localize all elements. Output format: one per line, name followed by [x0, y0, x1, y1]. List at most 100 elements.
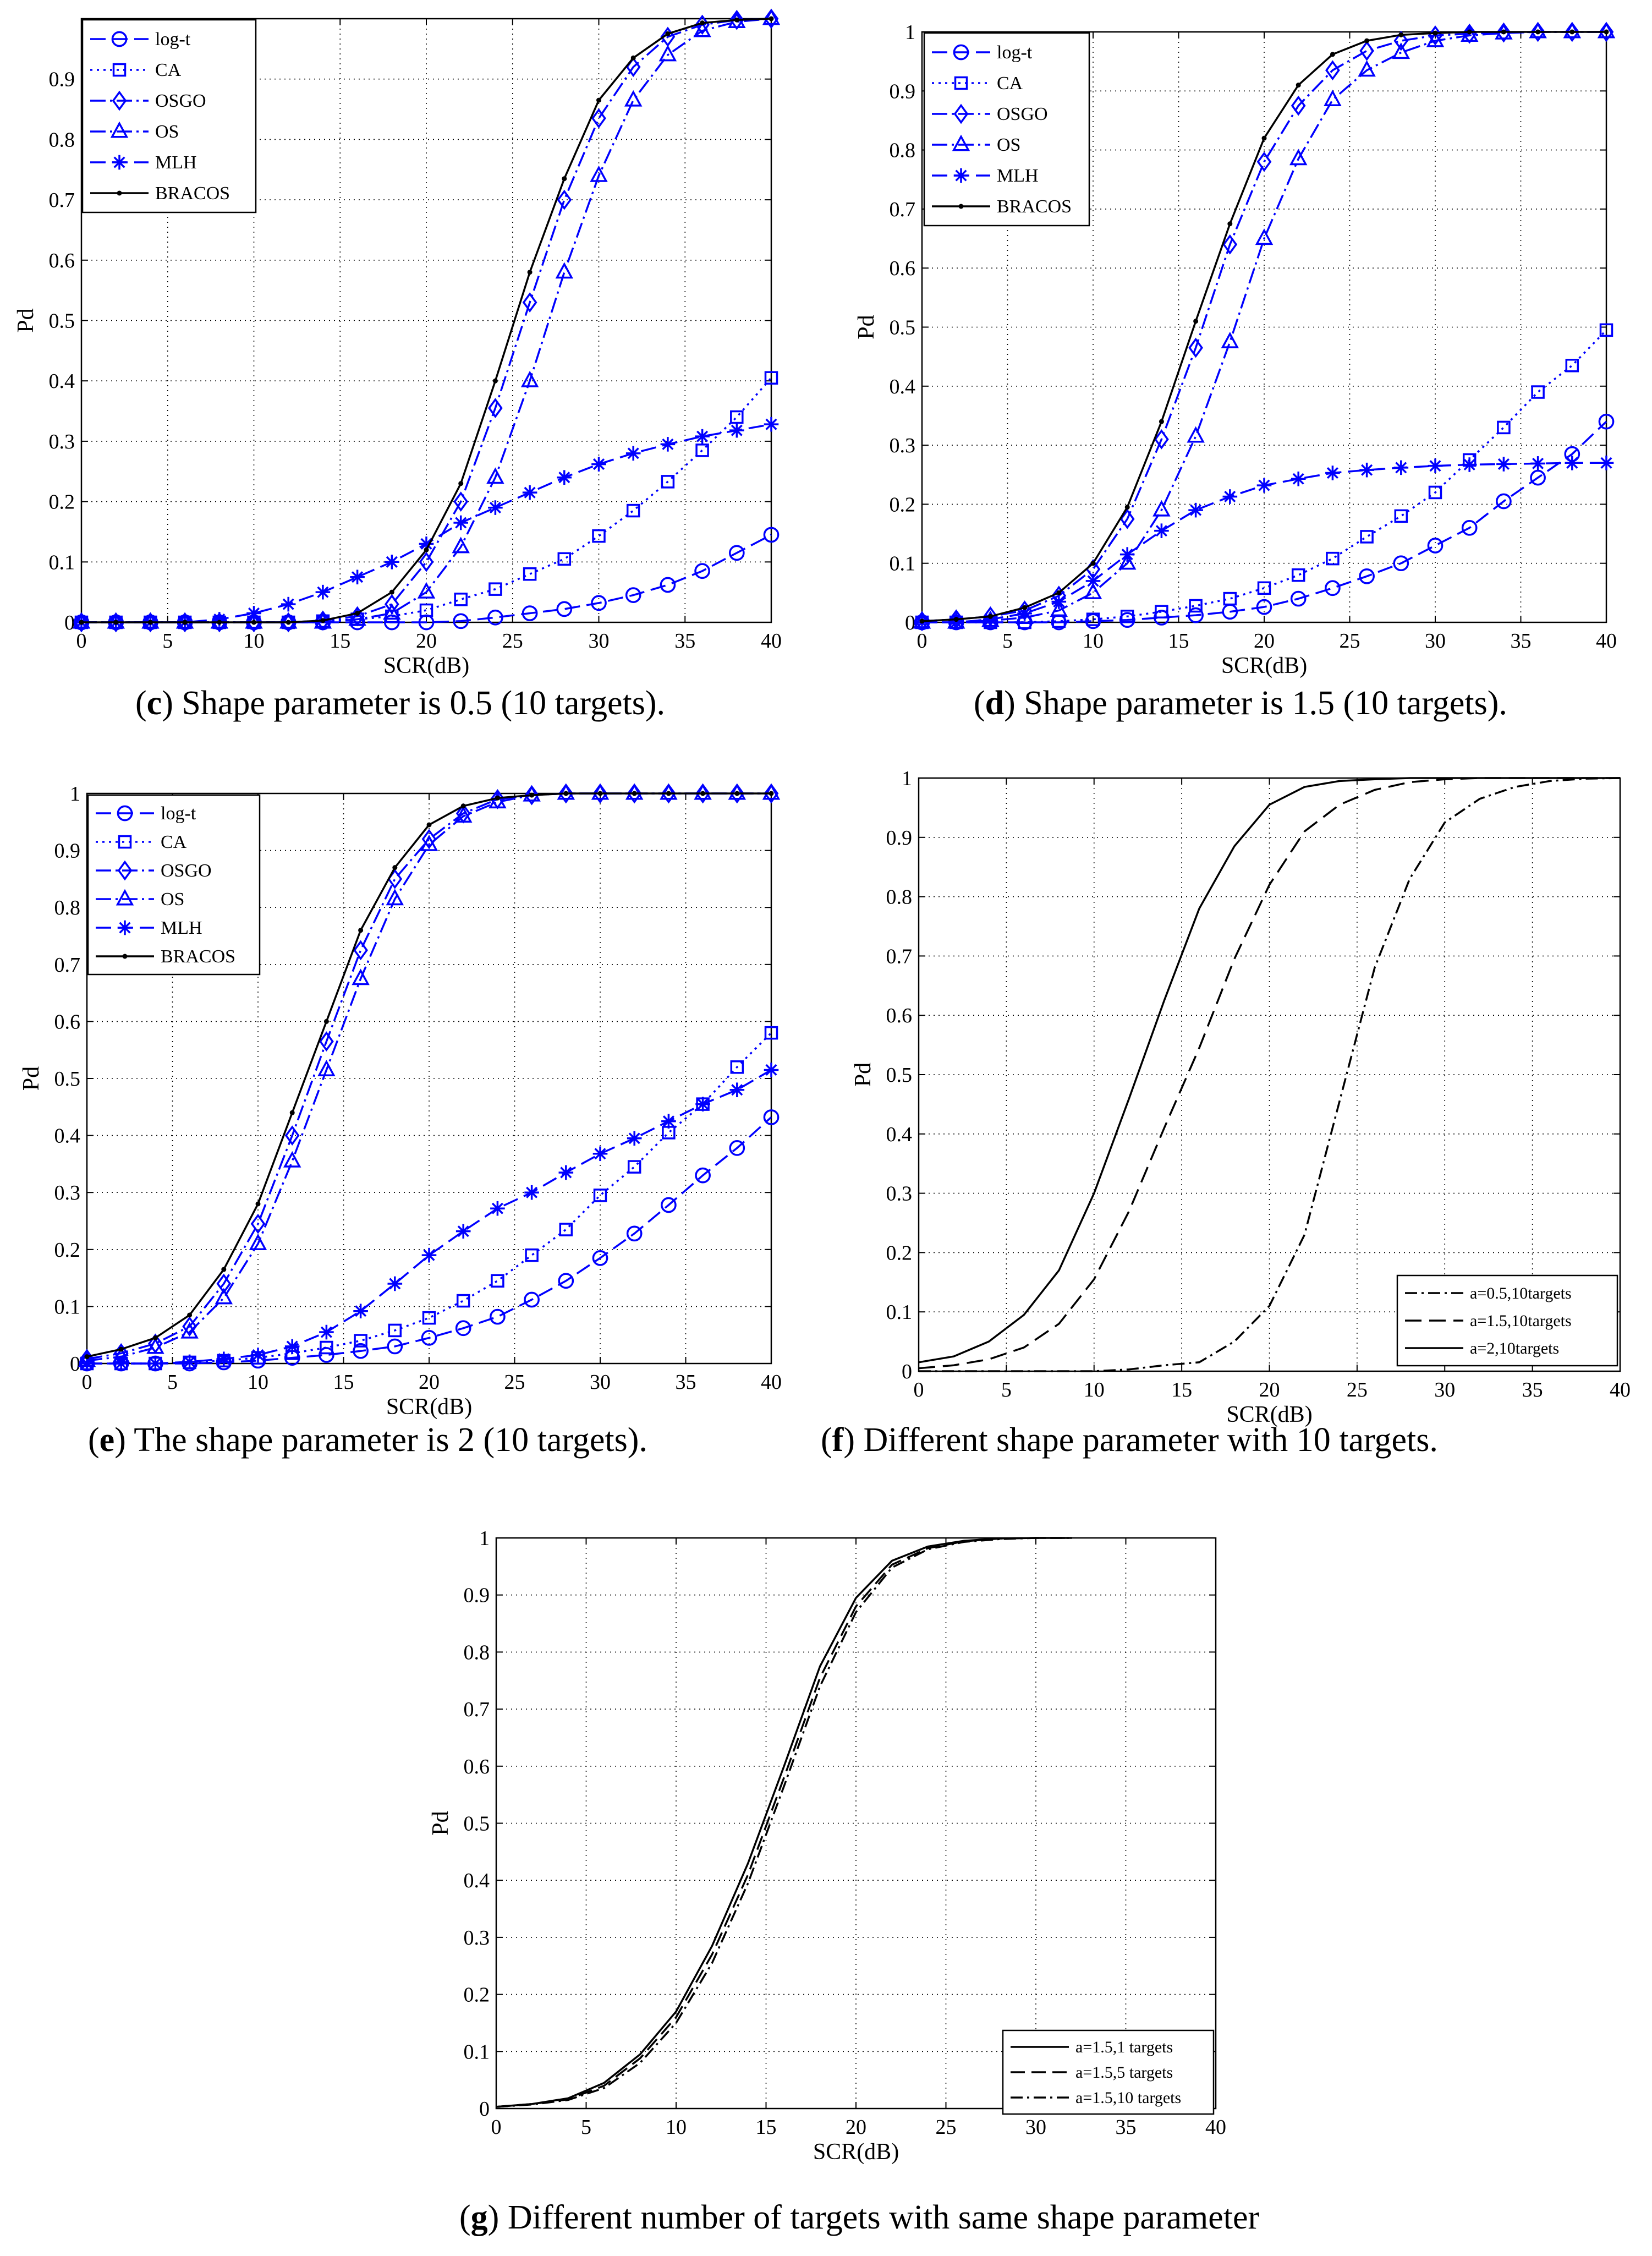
star-marker-stroke: [457, 1225, 469, 1237]
y-tick-label: 0.2: [890, 493, 916, 516]
star-marker-stroke: [423, 1249, 435, 1261]
star-marker-stroke: [218, 1353, 230, 1365]
dot-marker: [1090, 561, 1096, 566]
square-marker: [764, 1026, 778, 1040]
circle-marker: [387, 1338, 403, 1355]
x-tick-label: 10: [1084, 1378, 1105, 1401]
circle-marker: [661, 1197, 677, 1213]
series-group: [72, 8, 781, 633]
star-marker-stroke: [352, 571, 364, 583]
star-marker-stroke: [317, 586, 329, 598]
legend-label: a=1.5,10targets: [1470, 1312, 1572, 1330]
triangle-marker: [762, 8, 781, 25]
y-tick-label: 0.1: [890, 552, 916, 576]
dot-marker: [1467, 29, 1472, 35]
x-tick-label: 5: [162, 629, 173, 653]
x-tick-label: 10: [244, 629, 265, 653]
legend-label: OS: [161, 889, 184, 910]
dot-marker: [1124, 505, 1130, 510]
triangle-marker: [591, 783, 610, 800]
figure-caption: (g) Different number of targets with sam…: [459, 2199, 1260, 2236]
caption-paren: ): [114, 1421, 134, 1459]
triangle-marker: [1358, 60, 1376, 77]
legend-label: MLH: [161, 918, 202, 938]
y-tick-label: 0.6: [890, 257, 916, 280]
x-tick-label: 30: [589, 629, 610, 653]
circle-marker: [556, 601, 573, 617]
legend-label: CA: [161, 832, 187, 852]
circle-marker: [625, 587, 641, 603]
diamond-marker: [522, 292, 537, 313]
x-tick-label: 40: [1596, 629, 1617, 653]
square-marker: [1531, 385, 1545, 399]
series-markers-BRACOS: [79, 16, 774, 625]
triangle-marker: [110, 121, 129, 138]
legend-label: OSGO: [155, 91, 206, 111]
star-marker-stroke: [627, 447, 639, 459]
x-tick-label: 40: [1610, 1378, 1631, 1401]
circle-marker: [694, 563, 710, 579]
square-marker: [1394, 509, 1408, 523]
dot-marker: [426, 822, 432, 828]
x-tick-label: 0: [917, 629, 927, 653]
series-group: [78, 783, 781, 1372]
y-tick-label: 0.5: [890, 316, 916, 340]
x-tick-label: 15: [333, 1371, 354, 1394]
dot-marker: [700, 791, 706, 796]
figure-caption: (e) The shape parameter is 2 (10 targets…: [88, 1421, 647, 1459]
x-tick-label: 30: [1434, 1378, 1455, 1401]
triangle-marker: [1118, 553, 1137, 570]
triangle-marker: [1597, 21, 1616, 39]
circle-marker: [111, 31, 128, 47]
star-marker-stroke: [389, 1278, 401, 1290]
star-marker-stroke: [697, 1098, 709, 1110]
triangle-marker: [486, 467, 504, 484]
dot-marker: [424, 547, 429, 552]
legend-box: [923, 32, 1090, 227]
y-tick-label: 0.7: [54, 954, 81, 977]
legend-label: OS: [997, 135, 1020, 155]
star-marker-stroke: [248, 607, 260, 620]
circle-marker: [1188, 607, 1204, 623]
y-tick-label: 0.5: [464, 1813, 490, 1836]
diamond-marker: [1188, 337, 1203, 358]
plot-area: [496, 1538, 1216, 2109]
caption-paren: (: [459, 2199, 471, 2236]
legend-label: log-t: [155, 29, 191, 50]
diamond-marker: [1496, 22, 1511, 43]
dot-marker: [187, 1312, 193, 1318]
star-marker-stroke: [765, 1064, 777, 1076]
triangle-marker: [557, 783, 575, 800]
x-tick-label: 25: [504, 1371, 525, 1394]
star-marker-stroke: [592, 458, 605, 470]
series-line-a=0.5,10targets: [919, 777, 1621, 1372]
square-marker: [419, 603, 433, 617]
dot-marker: [1227, 221, 1233, 227]
circle-marker: [695, 1167, 711, 1184]
y-tick-label: 0.8: [49, 128, 75, 151]
square-marker: [454, 593, 468, 606]
star-marker-stroke: [282, 598, 294, 610]
star-marker-stroke: [1463, 458, 1475, 471]
y-tick-label: 0.1: [464, 2040, 490, 2063]
triangle-marker: [1050, 600, 1068, 617]
dot-marker: [79, 620, 84, 625]
diamond-marker: [419, 551, 434, 572]
star-marker-stroke: [113, 156, 125, 168]
square-marker: [489, 582, 502, 596]
square-marker: [354, 1334, 367, 1348]
star-marker-stroke: [115, 1357, 127, 1370]
diamond-marker: [1119, 508, 1135, 529]
triangle-marker: [1563, 21, 1582, 39]
diamond-marker: [661, 783, 676, 804]
diamond-marker: [558, 783, 574, 804]
x-tick-label: 35: [1116, 2116, 1137, 2139]
triangle-marker: [1392, 42, 1410, 59]
dot-marker: [460, 803, 466, 809]
x-tick-label: 30: [590, 1371, 611, 1394]
x-tick-label: 20: [1254, 629, 1275, 653]
x-tick-label: 40: [1205, 2116, 1226, 2139]
circle-marker: [728, 545, 745, 561]
x-tick-label: 35: [676, 1371, 696, 1394]
y-axis-label: Pd: [19, 1066, 44, 1091]
